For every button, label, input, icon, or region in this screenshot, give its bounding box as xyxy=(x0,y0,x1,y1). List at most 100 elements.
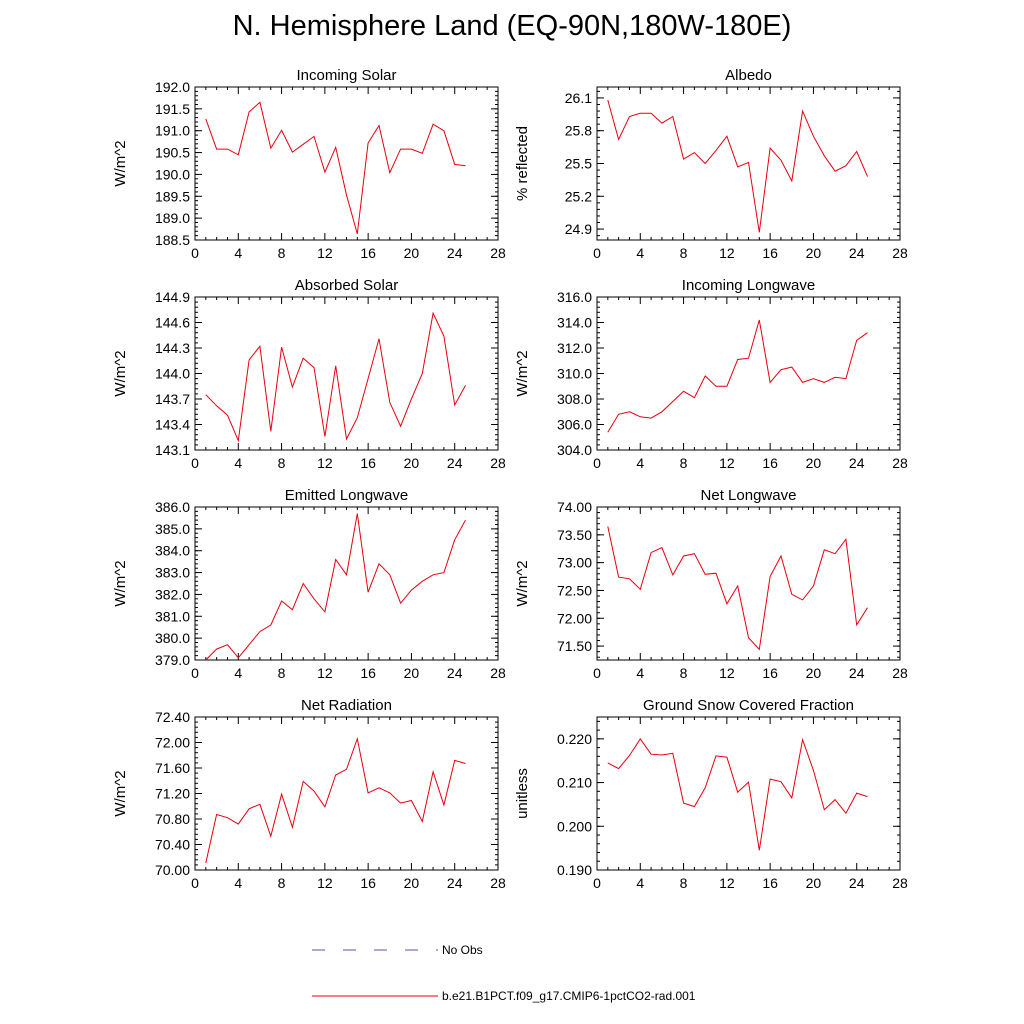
panel-7-xtick-label: 0 xyxy=(191,875,199,891)
panel-4-ytick-label: 308.0 xyxy=(557,391,592,407)
panel-6-xtick-label: 28 xyxy=(892,665,908,681)
panel-7-ytick-label: 71.60 xyxy=(155,760,190,776)
panel-5-xtick-label: 28 xyxy=(490,665,506,681)
panel-6-xtick-label: 24 xyxy=(849,665,865,681)
panel-6-xtick-label: 12 xyxy=(719,665,735,681)
panel-2-xtick-label: 8 xyxy=(680,245,688,261)
panel-2-ytick-label: 25.5 xyxy=(565,156,592,172)
panel-4-ytick-label: 312.0 xyxy=(557,340,592,356)
panel-3-ytick-label: 143.1 xyxy=(155,442,190,458)
panel-2-xtick-label: 20 xyxy=(806,245,822,261)
panel-7-xtick-label: 16 xyxy=(360,875,376,891)
panel-8-xtick-label: 28 xyxy=(892,875,908,891)
panel-3-xtick-label: 12 xyxy=(317,455,333,471)
panel-7-xtick-label: 20 xyxy=(404,875,420,891)
panel-1-xtick-label: 20 xyxy=(404,245,420,261)
panel-3-xtick-label: 0 xyxy=(191,455,199,471)
panel-1-xtick-label: 0 xyxy=(191,245,199,261)
panel-3-ytick-label: 144.6 xyxy=(155,315,190,331)
panel-4-xtick-label: 4 xyxy=(636,455,644,471)
panel-7-xtick-label: 8 xyxy=(278,875,286,891)
panel-6-title: Net Longwave xyxy=(701,487,797,504)
panel-4-xtick-label: 16 xyxy=(762,455,778,471)
panel-2-series-line xyxy=(607,99,868,233)
page-title: N. Hemisphere Land (EQ-90N,180W-180E) xyxy=(232,10,792,42)
panel-5-xtick-label: 0 xyxy=(191,665,199,681)
panel-8-title: Ground Snow Covered Fraction xyxy=(643,697,854,714)
panel-5-ytick-label: 379.0 xyxy=(155,652,190,668)
panel-7-ytick-label: 72.40 xyxy=(155,709,190,725)
panel-1-xtick-label: 8 xyxy=(278,245,286,261)
panel-1-ylabel: W/m^2 xyxy=(112,140,129,186)
panel-1-series-line xyxy=(205,101,466,235)
panel-3-xtick-label: 28 xyxy=(490,455,506,471)
panel-7-ytick-label: 70.40 xyxy=(155,837,190,853)
panel-5-xtick-label: 8 xyxy=(278,665,286,681)
panel-3-ytick-label: 143.4 xyxy=(155,417,190,433)
panel-5-ytick-label: 386.0 xyxy=(155,499,190,515)
panel-1-xtick-label: 28 xyxy=(490,245,506,261)
panel-1-title: Incoming Solar xyxy=(296,67,396,84)
panel-4-ylabel: W/m^2 xyxy=(514,350,531,396)
panel-4-ytick-label: 314.0 xyxy=(557,315,592,331)
panel-4-xtick-label: 20 xyxy=(806,455,822,471)
panel-2-title: Albedo xyxy=(725,67,772,84)
panel-3-xtick-label: 4 xyxy=(234,455,242,471)
panel-6-xtick-label: 4 xyxy=(636,665,644,681)
panel-8-ytick-label: 0.190 xyxy=(557,862,592,878)
panel-8-frame xyxy=(596,716,901,871)
panel-6-xtick-label: 16 xyxy=(762,665,778,681)
panel-2-xtick-label: 28 xyxy=(892,245,908,261)
panel-3-series-line xyxy=(205,311,466,443)
panel-2-xtick-label: 4 xyxy=(636,245,644,261)
panel-5-ytick-label: 383.0 xyxy=(155,565,190,581)
panel-3-title: Absorbed Solar xyxy=(295,277,398,294)
panel-2-xtick-label: 16 xyxy=(762,245,778,261)
panel-8-xtick-label: 4 xyxy=(636,875,644,891)
panel-7-xtick-label: 4 xyxy=(234,875,242,891)
panel-6-ytick-label: 74.00 xyxy=(557,499,592,515)
panel-3-xtick-label: 16 xyxy=(360,455,376,471)
panel-1-ytick-label: 190.5 xyxy=(155,145,190,161)
panel-5-xtick-label: 20 xyxy=(404,665,420,681)
panel-5-xtick-label: 4 xyxy=(234,665,242,681)
panel-4-series-line xyxy=(607,319,868,433)
panel-3-xtick-label: 8 xyxy=(278,455,286,471)
legend-run-label: b.e21.B1PCT.f09_g17.CMIP6-1pctCO2-rad.00… xyxy=(442,989,696,1003)
panel-8-xtick-label: 12 xyxy=(719,875,735,891)
panel-6-ylabel: W/m^2 xyxy=(514,560,531,606)
panel-4-xtick-label: 8 xyxy=(680,455,688,471)
panel-7-title: Net Radiation xyxy=(301,697,392,714)
panel-3-ytick-label: 144.0 xyxy=(155,366,190,382)
panel-7-series-line xyxy=(205,736,466,864)
panel-8-ytick-label: 0.200 xyxy=(557,818,592,834)
panel-1-xtick-label: 4 xyxy=(234,245,242,261)
panel-7-xtick-label: 12 xyxy=(317,875,333,891)
panel-6-ytick-label: 71.50 xyxy=(557,638,592,654)
panel-7-ylabel: W/m^2 xyxy=(112,770,129,816)
panel-3-ylabel: W/m^2 xyxy=(112,350,129,396)
panel-4-ytick-label: 304.0 xyxy=(557,442,592,458)
panel-4-xtick-label: 28 xyxy=(892,455,908,471)
panel-4-ytick-label: 310.0 xyxy=(557,366,592,382)
panel-2-xtick-label: 24 xyxy=(849,245,865,261)
panel-4-xtick-label: 0 xyxy=(593,455,601,471)
panel-8-series-line xyxy=(607,737,868,851)
panel-6-xtick-label: 0 xyxy=(593,665,601,681)
panel-5-ytick-label: 382.0 xyxy=(155,586,190,602)
panel-6-ytick-label: 73.50 xyxy=(557,527,592,543)
panel-4-xtick-label: 24 xyxy=(849,455,865,471)
panel-6-xtick-label: 20 xyxy=(806,665,822,681)
panel-4-ytick-label: 316.0 xyxy=(557,289,592,305)
panel-1-ytick-label: 191.0 xyxy=(155,123,190,139)
panel-1-xtick-label: 16 xyxy=(360,245,376,261)
panel-8-xtick-label: 24 xyxy=(849,875,865,891)
panel-1-ytick-label: 189.0 xyxy=(155,210,190,226)
panel-1-ytick-label: 189.5 xyxy=(155,188,190,204)
panel-5-frame xyxy=(194,506,499,661)
panel-8-xtick-label: 20 xyxy=(806,875,822,891)
panel-7-xtick-label: 24 xyxy=(447,875,463,891)
panel-7-xtick-label: 28 xyxy=(490,875,506,891)
panel-3-xtick-label: 20 xyxy=(404,455,420,471)
